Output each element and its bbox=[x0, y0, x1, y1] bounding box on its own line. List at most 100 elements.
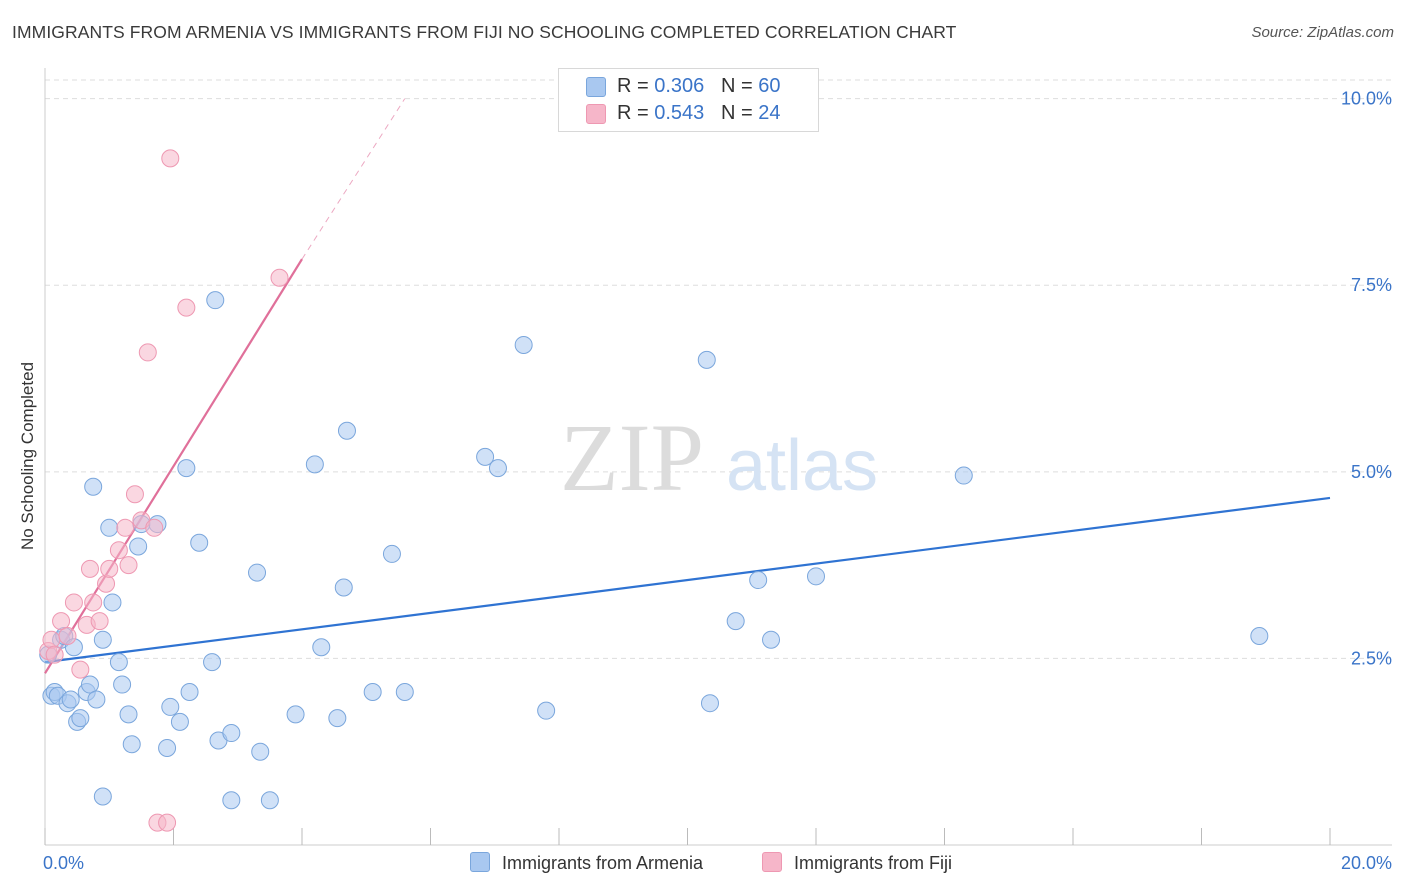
legend-swatch-armenia bbox=[586, 77, 606, 97]
point-fiji-22 bbox=[161, 149, 180, 168]
trend-line-armenia bbox=[44, 496, 1331, 664]
point-armenia-40 bbox=[286, 705, 305, 724]
point-armenia-15 bbox=[93, 630, 112, 649]
legend-item-armenia: Immigrants from Armenia bbox=[470, 852, 703, 874]
point-armenia-56 bbox=[749, 571, 768, 590]
y-tick-label-3: 10.0% bbox=[1341, 89, 1392, 109]
point-fiji-8 bbox=[80, 559, 99, 578]
point-armenia-7 bbox=[61, 690, 80, 709]
point-armenia-42 bbox=[312, 638, 331, 657]
watermark-zip: ZIP bbox=[560, 404, 704, 511]
point-armenia-46 bbox=[363, 683, 382, 701]
legend-label-fiji: Immigrants from Fiji bbox=[794, 853, 953, 873]
point-armenia-28 bbox=[170, 712, 189, 731]
point-fiji-3 bbox=[52, 612, 71, 631]
grid-lines bbox=[45, 79, 1392, 659]
point-armenia-58 bbox=[807, 567, 825, 586]
point-armenia-36 bbox=[222, 791, 241, 810]
axes bbox=[44, 68, 1392, 846]
point-armenia-23 bbox=[129, 537, 148, 556]
y-tick-label-0: 2.5% bbox=[1351, 648, 1392, 668]
point-armenia-21 bbox=[119, 705, 138, 724]
point-armenia-12 bbox=[80, 675, 99, 694]
point-armenia-30 bbox=[180, 683, 199, 701]
point-fiji-4 bbox=[58, 627, 77, 646]
point-fiji-11 bbox=[97, 574, 116, 593]
point-fiji-12 bbox=[100, 559, 119, 578]
tick-labels: 2.5% 5.0% 7.5% 10.0% 0.0% 20.0% bbox=[43, 89, 1392, 873]
r-value-armenia: 0.306 bbox=[654, 75, 705, 97]
point-armenia-45 bbox=[337, 421, 356, 440]
point-armenia-14 bbox=[87, 690, 106, 709]
point-armenia-43 bbox=[328, 709, 347, 728]
point-armenia-44 bbox=[334, 578, 353, 597]
point-armenia-19 bbox=[109, 653, 128, 672]
point-armenia-13 bbox=[84, 477, 103, 496]
watermark: ZIP atlas bbox=[560, 404, 878, 511]
point-armenia-60 bbox=[1250, 627, 1269, 646]
point-fiji-6 bbox=[71, 660, 90, 679]
point-armenia-17 bbox=[100, 518, 119, 537]
point-fiji-2 bbox=[45, 645, 64, 664]
point-fiji-16 bbox=[125, 485, 144, 504]
point-armenia-48 bbox=[395, 683, 414, 701]
point-armenia-37 bbox=[248, 563, 267, 582]
y-tick-label-1: 5.0% bbox=[1351, 462, 1392, 482]
n-label: N = bbox=[720, 75, 759, 97]
trend-line-fiji bbox=[44, 258, 303, 674]
r-label: R = bbox=[617, 75, 655, 97]
legend-item-fiji: Immigrants from Fiji bbox=[762, 852, 952, 874]
r-value-fiji: 0.543 bbox=[654, 102, 705, 124]
point-fiji-9 bbox=[84, 593, 103, 612]
y-axis-label: No Schooling Completed bbox=[18, 361, 37, 551]
n-label: N = bbox=[720, 102, 759, 124]
trend-line-fiji-extension bbox=[301, 98, 406, 260]
point-armenia-10 bbox=[71, 709, 90, 728]
point-armenia-26 bbox=[158, 738, 177, 757]
point-armenia-29 bbox=[177, 459, 196, 478]
point-armenia-31 bbox=[190, 533, 209, 552]
point-armenia-59 bbox=[954, 466, 973, 485]
trend-lines bbox=[44, 98, 1331, 674]
point-armenia-38 bbox=[251, 742, 270, 761]
point-armenia-54 bbox=[700, 694, 719, 713]
point-fiji-5 bbox=[64, 593, 83, 612]
point-fiji-14 bbox=[116, 518, 135, 537]
legend-swatch-fiji bbox=[586, 104, 606, 124]
point-fiji-23 bbox=[177, 298, 196, 317]
point-fiji-10 bbox=[90, 612, 109, 631]
point-armenia-32 bbox=[203, 653, 222, 672]
legend-swatch-armenia bbox=[470, 852, 490, 872]
point-fiji-19 bbox=[145, 518, 164, 537]
point-armenia-33 bbox=[206, 291, 225, 310]
point-fiji-21 bbox=[158, 813, 177, 832]
point-armenia-22 bbox=[122, 735, 141, 754]
point-armenia-50 bbox=[488, 459, 507, 478]
point-armenia-27 bbox=[161, 697, 180, 716]
legend-label-armenia: Immigrants from Armenia bbox=[502, 853, 704, 873]
point-fiji-15 bbox=[119, 556, 138, 575]
point-armenia-39 bbox=[260, 791, 279, 810]
point-armenia-47 bbox=[382, 544, 401, 563]
point-armenia-49 bbox=[476, 447, 495, 466]
point-armenia-53 bbox=[697, 350, 716, 369]
y-tick-label-2: 7.5% bbox=[1351, 275, 1392, 295]
x-tick-label-0: 0.0% bbox=[43, 853, 84, 873]
n-value-armenia: 60 bbox=[758, 75, 781, 97]
point-armenia-20 bbox=[113, 675, 132, 694]
point-fiji-13 bbox=[109, 541, 128, 560]
point-fiji-1 bbox=[42, 630, 61, 649]
point-fiji-24 bbox=[270, 268, 289, 287]
source-label: Source: ZipAtlas.com bbox=[1251, 24, 1394, 41]
point-armenia-35 bbox=[222, 724, 241, 743]
n-value-fiji: 24 bbox=[758, 102, 781, 124]
point-fiji-18 bbox=[138, 343, 157, 362]
chart-title: IMMIGRANTS FROM ARMENIA VS IMMIGRANTS FR… bbox=[12, 22, 957, 42]
point-armenia-41 bbox=[305, 455, 324, 474]
point-armenia-57 bbox=[762, 630, 781, 649]
stats-legend: R = 0.306 N = 60 R = 0.543 N = 24 bbox=[558, 68, 819, 132]
data-points bbox=[39, 149, 1269, 832]
point-armenia-52 bbox=[537, 701, 556, 720]
x-tick-label-1: 20.0% bbox=[1341, 853, 1392, 873]
